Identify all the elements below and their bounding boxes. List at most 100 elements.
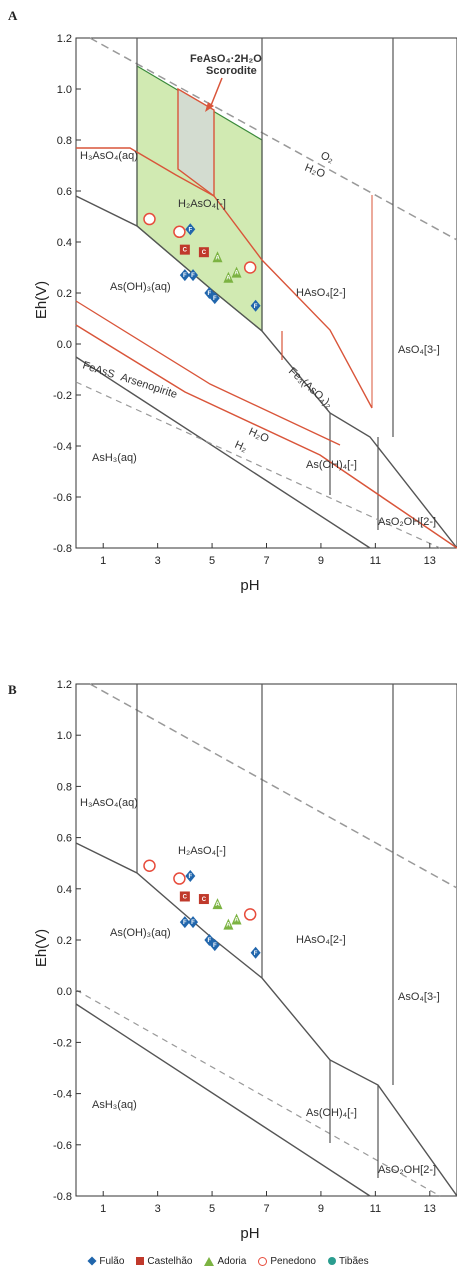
data-point-fulo-tag: F bbox=[254, 304, 258, 310]
panel-label-b: B bbox=[8, 682, 17, 697]
y-tick-label: 0.6 bbox=[57, 186, 72, 198]
x-tick-label: 3 bbox=[155, 1203, 161, 1215]
axis-ticks-a: 1 3 5 7 9 11 13-0.8-0.6-0.4-0.20.00.20.40.60.8… bbox=[53, 33, 436, 567]
data-point-adoria bbox=[212, 898, 223, 910]
data-point-penedono-tag: P bbox=[248, 912, 252, 918]
data-point-penedono bbox=[243, 908, 257, 921]
data-point-adoria-tag: A bbox=[234, 271, 239, 277]
x-tick-label: 5 bbox=[209, 1203, 215, 1215]
eh-ph-diagram-b: B H₃AsO₄(aq) H₂AsO₄[-] HAsO₄[2-] AsO₄[3-… bbox=[8, 679, 457, 1242]
label-h2aso4: H₂AsO₄[-] bbox=[178, 198, 226, 210]
x-tick-label: 7 bbox=[263, 1203, 269, 1215]
x-tick-label: 3 bbox=[155, 555, 161, 567]
label-aso4-b: AsO₄[3-] bbox=[398, 991, 440, 1003]
label-ash3: AsH₃(aq) bbox=[92, 452, 137, 464]
data-point-fulo-tag: F bbox=[254, 951, 258, 957]
data-point-fulo-tag: F bbox=[213, 943, 217, 949]
data-point-fulo-tag: F bbox=[208, 291, 212, 297]
legend: Fulão Castelhão Adoria Penedono Tibães bbox=[0, 1250, 457, 1272]
data-point-fulo bbox=[179, 916, 190, 929]
y-tick-label: 1.2 bbox=[57, 33, 72, 45]
y-tick-label: 1.2 bbox=[57, 679, 72, 691]
data-point-penedono bbox=[243, 261, 257, 274]
x-axis-label-a: pH bbox=[240, 577, 259, 594]
data-point-adoria-tag: A bbox=[234, 918, 239, 924]
x-tick-label: 13 bbox=[424, 555, 436, 567]
legend-item-tibes: Tibães bbox=[327, 1256, 369, 1267]
y-tick-label: -0.4 bbox=[53, 441, 72, 453]
data-point-fulo bbox=[188, 916, 199, 929]
data-point-adoria bbox=[223, 271, 234, 283]
x-tick-label: 1 bbox=[100, 555, 106, 567]
label-aso2oh: AsO₂OH[2-] bbox=[378, 516, 436, 528]
y-tick-label: 0.8 bbox=[57, 135, 72, 147]
y-axis-label-a: Eh(V) bbox=[33, 281, 50, 319]
label-feass: FeAsS bbox=[81, 359, 116, 381]
label-h2: H₂ bbox=[233, 439, 249, 455]
label-asoh4: As(OH)₄[-] bbox=[306, 459, 357, 471]
legend-label: Castelhão bbox=[147, 1255, 193, 1267]
square-marker-icon bbox=[136, 1257, 145, 1265]
y-tick-label: -0.6 bbox=[53, 492, 72, 504]
y-tick-label: -0.8 bbox=[53, 1191, 72, 1203]
label-asoh3: As(OH)₃(aq) bbox=[110, 281, 171, 293]
boundary-ash3 bbox=[75, 356, 371, 549]
panel-label-a: A bbox=[8, 8, 18, 23]
x-tick-label: 11 bbox=[370, 555, 381, 567]
diamond-marker-icon bbox=[87, 1256, 97, 1266]
scorodite-formula: FeAsO₄·2H₂O bbox=[190, 53, 262, 65]
y-tick-label: -0.2 bbox=[53, 390, 72, 402]
data-point-castelho bbox=[198, 247, 209, 258]
scorodite-arrow bbox=[209, 77, 223, 109]
data-point-castelho-tag: C bbox=[183, 248, 188, 254]
circle-marker-icon bbox=[327, 1257, 336, 1265]
data-point-adoria bbox=[212, 251, 223, 263]
x-tick-label: 7 bbox=[263, 555, 269, 567]
y-tick-label: 0.0 bbox=[57, 339, 72, 351]
data-point-fulo-tag: F bbox=[188, 227, 192, 233]
y-tick-label: 0.8 bbox=[57, 781, 72, 793]
y-tick-label: -0.6 bbox=[53, 1140, 72, 1152]
x-tick-label: 9 bbox=[318, 555, 324, 567]
data-point-fulo bbox=[209, 292, 220, 305]
x-tick-label: 9 bbox=[318, 1203, 324, 1215]
data-point-castelho bbox=[179, 891, 190, 902]
legend-label: Fulão bbox=[99, 1255, 125, 1267]
label-ash3-b: AsH₃(aq) bbox=[92, 1099, 137, 1111]
data-point-adoria bbox=[223, 918, 234, 930]
data-point-penedono-tag: P bbox=[177, 877, 181, 883]
data-point-fulo bbox=[185, 223, 196, 236]
label-h2aso4-b: H₂AsO₄[-] bbox=[178, 845, 226, 857]
legend-item-fulo: Fulão bbox=[87, 1255, 125, 1267]
plot-frame-b bbox=[75, 683, 457, 1197]
data-point-castelho-tag: C bbox=[202, 897, 207, 903]
data-point-castelho bbox=[179, 244, 190, 255]
label-h2o-lower: H₂O bbox=[247, 426, 271, 446]
data-point-adoria-tag: A bbox=[226, 276, 231, 282]
triangle-marker-icon bbox=[204, 1256, 215, 1266]
legend-item-castelho: Castelhão bbox=[136, 1256, 192, 1267]
x-tick-label: 1 bbox=[100, 1203, 106, 1215]
data-point-adoria bbox=[231, 266, 242, 278]
y-tick-label: 0.4 bbox=[57, 237, 72, 249]
data-point-adoria-tag: A bbox=[226, 923, 231, 929]
data-point-adoria-tag: A bbox=[215, 255, 220, 261]
x-tick-label: 11 bbox=[370, 1203, 381, 1215]
x-axis-label-b: pH bbox=[240, 1225, 259, 1242]
water-upper-line-b1 bbox=[89, 683, 457, 889]
data-point-castelho-tag: C bbox=[183, 894, 188, 900]
label-h3aso4: H₃AsO₄(aq) bbox=[80, 150, 138, 162]
boundary-ash3-b bbox=[75, 1003, 371, 1197]
legend-item-adoria: Adoria bbox=[204, 1256, 246, 1267]
scorodite-arrowhead bbox=[205, 102, 214, 112]
feass-field-outline-2 bbox=[75, 300, 341, 446]
data-point-penedono bbox=[173, 872, 186, 885]
y-tick-label: 1.0 bbox=[57, 84, 72, 96]
y-tick-label: -0.2 bbox=[53, 1037, 72, 1049]
boundary-h3aso4-asoh3 bbox=[75, 195, 457, 549]
legend-label: Penedono bbox=[270, 1255, 316, 1267]
y-tick-label: 0.6 bbox=[57, 833, 72, 845]
water-lower-line-b bbox=[75, 989, 441, 1197]
label-arsenopyrite: Arsenopirite bbox=[119, 371, 179, 401]
eh-ph-diagram-a: A H₃AsO₄(aq) H₂AsO₄[-] HAsO₄[2-] AsO₄[3-… bbox=[8, 8, 457, 594]
